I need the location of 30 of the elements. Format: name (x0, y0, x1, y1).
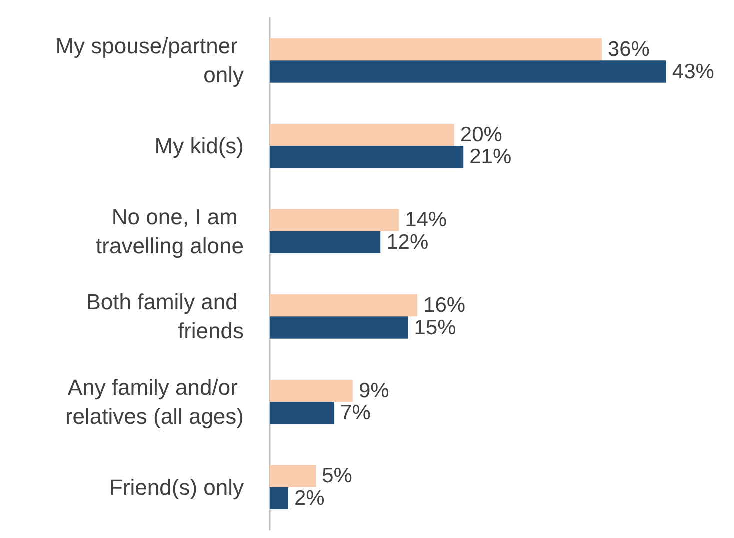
data-label: 21% (470, 146, 512, 169)
bar (270, 209, 400, 232)
data-label: 2% (294, 486, 325, 510)
bar (270, 124, 454, 146)
bar (270, 38, 602, 61)
bar (270, 316, 408, 339)
bar (270, 380, 353, 402)
y-tick-label: My spouse/partner only (56, 34, 244, 88)
data-label: 20% (460, 123, 502, 146)
y-tick-label: No one, I am travelling alone (96, 204, 244, 258)
data-label: 15% (414, 316, 456, 340)
data-label: 14% (405, 208, 448, 232)
bar (270, 402, 335, 424)
bar (270, 465, 316, 488)
y-tick-label: Any family and/or relatives (all ages) (65, 375, 244, 429)
y-tick-label: My kid(s) (154, 134, 244, 158)
data-label: 5% (322, 464, 352, 488)
bar (270, 60, 666, 83)
data-label: 43% (672, 60, 714, 84)
bar (270, 294, 418, 317)
data-label: 36% (608, 38, 650, 62)
y-tick-label: Both family and friends (86, 290, 244, 344)
data-label: 9% (358, 379, 390, 402)
data-label: 7% (340, 402, 371, 425)
data-label: 12% (386, 230, 429, 254)
bar (270, 231, 381, 254)
bar (270, 487, 288, 510)
y-tick-label: Friend(s) only (110, 474, 244, 500)
data-label: 16% (424, 294, 466, 318)
bar (270, 146, 464, 168)
